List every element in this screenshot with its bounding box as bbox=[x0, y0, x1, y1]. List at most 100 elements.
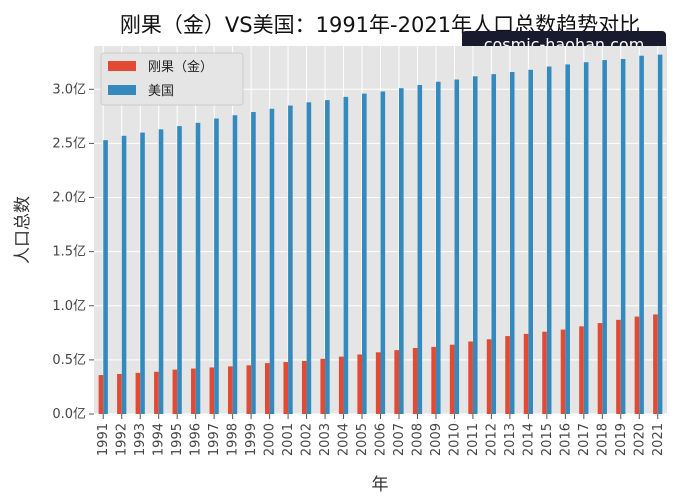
bar-congo bbox=[172, 369, 178, 414]
bar-congo bbox=[357, 354, 363, 414]
bar-congo bbox=[154, 371, 159, 414]
bar-congo bbox=[283, 362, 289, 414]
bar-usa bbox=[583, 62, 589, 415]
legend-label-usa: 美国 bbox=[148, 84, 174, 99]
legend-swatch-usa bbox=[108, 85, 136, 95]
x-tick-label: 1998 bbox=[226, 423, 241, 456]
x-tick-label: 2006 bbox=[374, 423, 389, 456]
x-tick-label: 1994 bbox=[152, 423, 167, 456]
y-tick-label: 3.0亿 bbox=[52, 82, 86, 97]
x-tick-label: 2021 bbox=[651, 423, 666, 456]
bar-usa bbox=[509, 71, 515, 414]
x-tick-label: 1993 bbox=[133, 423, 148, 456]
bar-usa bbox=[546, 66, 552, 415]
bar-usa bbox=[103, 140, 108, 414]
bar-usa bbox=[177, 126, 182, 414]
x-tick-label: 1991 bbox=[96, 423, 111, 456]
x-tick-label: 2018 bbox=[595, 423, 610, 456]
x-tick-label: 1999 bbox=[244, 423, 259, 456]
x-tick-label: 2011 bbox=[466, 423, 481, 456]
bar-usa bbox=[565, 64, 570, 415]
y-ticks: 0.0亿 0.5亿 1.0亿 1.5亿 2.0亿 2.5亿 3.0亿 bbox=[52, 82, 94, 422]
bar-usa bbox=[472, 76, 478, 415]
x-tick-label: 2016 bbox=[558, 423, 573, 456]
x-tick-label: 2002 bbox=[300, 423, 315, 456]
y-tick-label: 2.5亿 bbox=[52, 136, 86, 151]
x-tick-label: 2009 bbox=[429, 423, 444, 456]
bar-congo bbox=[616, 319, 621, 414]
bar-usa bbox=[528, 69, 533, 414]
bar-congo bbox=[209, 367, 215, 414]
bar-congo bbox=[560, 329, 566, 414]
bar-usa bbox=[362, 93, 367, 414]
x-tick-label: 2007 bbox=[392, 423, 407, 456]
bar-usa bbox=[306, 102, 312, 415]
bar-congo bbox=[449, 344, 455, 414]
bar-usa bbox=[288, 105, 293, 414]
bar-usa bbox=[343, 96, 349, 414]
bar-congo bbox=[375, 352, 381, 414]
y-tick-label: 2.0亿 bbox=[52, 191, 86, 206]
y-tick-label: 1.0亿 bbox=[52, 299, 86, 314]
bar-congo bbox=[579, 326, 584, 414]
bar-congo bbox=[264, 363, 270, 414]
bar-congo bbox=[246, 365, 252, 414]
bar-congo bbox=[597, 323, 603, 414]
bar-congo bbox=[135, 372, 141, 414]
x-tick-label: 2015 bbox=[540, 423, 555, 456]
bar-congo bbox=[542, 331, 547, 414]
bar-congo bbox=[301, 360, 307, 414]
bar-usa bbox=[380, 91, 386, 414]
bar-congo bbox=[634, 316, 640, 414]
bar-usa bbox=[158, 129, 164, 414]
x-tick-label: 1997 bbox=[207, 423, 222, 456]
x-tick-label: 2008 bbox=[410, 423, 425, 456]
legend-box bbox=[100, 52, 244, 106]
x-tick-label: 2020 bbox=[632, 423, 647, 456]
bar-usa bbox=[620, 58, 626, 415]
bar-usa bbox=[269, 108, 275, 414]
x-ticks: 1991 1992 1993 1994 1995 1996 1997 1998 1999 2000… bbox=[96, 414, 666, 456]
bar-congo bbox=[431, 346, 436, 414]
bar-usa bbox=[435, 81, 441, 414]
bar-usa bbox=[232, 115, 238, 414]
bar-usa bbox=[325, 100, 330, 414]
x-axis-label: 年 bbox=[372, 475, 389, 495]
bar-congo bbox=[505, 336, 510, 414]
bar-congo bbox=[486, 339, 492, 414]
x-tick-label: 2003 bbox=[318, 423, 333, 456]
x-tick-label: 2013 bbox=[503, 423, 518, 456]
x-tick-label: 2005 bbox=[355, 423, 370, 456]
bar-congo bbox=[338, 356, 344, 414]
x-tick-label: 2004 bbox=[337, 423, 352, 456]
y-tick-label: 1.5亿 bbox=[52, 245, 86, 260]
bar-congo bbox=[228, 366, 233, 414]
bar-usa bbox=[602, 60, 607, 414]
bar-usa bbox=[121, 135, 127, 414]
bar-usa bbox=[417, 84, 423, 414]
legend-swatch-congo bbox=[108, 61, 136, 71]
bar-usa bbox=[398, 88, 404, 414]
x-tick-label: 1996 bbox=[189, 423, 204, 456]
bar-usa bbox=[454, 79, 460, 414]
bar-congo bbox=[320, 358, 326, 414]
bar-usa bbox=[639, 55, 644, 414]
x-tick-label: 2017 bbox=[577, 423, 592, 456]
legend: 刚果（金） 美国 bbox=[100, 52, 244, 106]
y-axis-label: 人口总数 bbox=[13, 196, 33, 264]
bar-usa bbox=[491, 74, 497, 414]
bar-congo bbox=[523, 333, 529, 414]
x-tick-label: 1995 bbox=[170, 423, 185, 456]
bar-congo bbox=[412, 347, 418, 414]
x-tick-label: 2019 bbox=[614, 423, 629, 456]
bar-usa bbox=[251, 112, 256, 414]
bar-congo bbox=[653, 314, 658, 414]
bar-congo bbox=[394, 350, 399, 414]
bars bbox=[98, 54, 663, 415]
bar-usa bbox=[657, 54, 663, 415]
x-tick-label: 2014 bbox=[521, 423, 536, 456]
x-tick-label: 1992 bbox=[115, 423, 130, 456]
x-tick-label: 2000 bbox=[263, 423, 278, 456]
bar-congo bbox=[468, 341, 473, 414]
